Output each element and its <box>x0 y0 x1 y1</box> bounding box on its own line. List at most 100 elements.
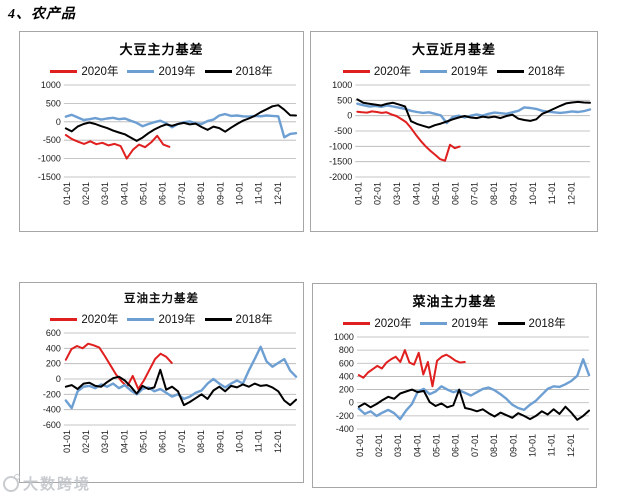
svg-text:600: 600 <box>339 358 354 368</box>
svg-text:1000: 1000 <box>41 80 61 90</box>
chart-legend: 2020年 2019年 2018年 <box>311 63 597 79</box>
svg-text:05-01: 05-01 <box>139 430 149 453</box>
svg-text:07-01: 07-01 <box>177 430 187 453</box>
svg-text:03-01: 03-01 <box>393 434 403 457</box>
legend-label: 2020年 <box>373 66 411 78</box>
svg-text:01-01: 01-01 <box>62 430 72 453</box>
svg-text:-500: -500 <box>334 126 352 136</box>
svg-text:1000: 1000 <box>334 332 354 342</box>
svg-text:0: 0 <box>347 111 352 121</box>
svg-text:11-01: 11-01 <box>254 430 264 452</box>
svg-text:07-01: 07-01 <box>470 434 480 457</box>
svg-text:09-01: 09-01 <box>508 434 518 457</box>
svg-text:01-01: 01-01 <box>355 434 365 457</box>
legend-line-icon <box>127 317 155 321</box>
svg-text:-600: -600 <box>43 420 61 430</box>
svg-text:04-01: 04-01 <box>119 430 129 453</box>
legend-label: 2018年 <box>528 66 566 78</box>
svg-text:-500: -500 <box>43 135 61 145</box>
svg-text:12-01: 12-01 <box>566 434 576 457</box>
chart-panel-soyoil-main-basis: 豆油主力基差 2020年 2019年 2018年 600 400 200 0 -200 -… <box>19 282 304 483</box>
svg-text:05-01: 05-01 <box>139 182 149 205</box>
legend-line-icon <box>420 321 448 325</box>
svg-text:11-01: 11-01 <box>547 434 557 456</box>
svg-text:07-01: 07-01 <box>177 182 187 205</box>
svg-text:0: 0 <box>349 398 354 408</box>
svg-text:06-01: 06-01 <box>158 430 168 453</box>
legend-item-2020: 2020年 <box>50 311 118 327</box>
svg-text:-1500: -1500 <box>38 172 61 182</box>
svg-text:-400: -400 <box>336 424 354 434</box>
legend-label: 2018年 <box>528 318 566 330</box>
svg-text:02-01: 02-01 <box>81 430 91 453</box>
svg-text:04-01: 04-01 <box>412 434 422 457</box>
svg-text:01-01: 01-01 <box>353 182 363 205</box>
legend-label: 2019年 <box>158 314 196 326</box>
svg-text:05-01: 05-01 <box>432 434 442 457</box>
svg-text:-200: -200 <box>336 411 354 421</box>
svg-text:10-01: 10-01 <box>527 434 537 457</box>
svg-text:04-01: 04-01 <box>411 182 421 205</box>
legend-label: 2020年 <box>81 314 119 326</box>
legend-label: 2018年 <box>235 314 273 326</box>
svg-text:-200: -200 <box>43 389 61 399</box>
chart-title: 菜油主力基差 <box>412 294 497 309</box>
legend-item-2020: 2020年 <box>343 315 411 331</box>
chart-title: 大豆近月基差 <box>411 42 496 57</box>
svg-text:02-01: 02-01 <box>374 434 384 457</box>
svg-text:08-01: 08-01 <box>196 182 206 205</box>
legend-label: 2018年 <box>235 66 273 78</box>
chart-legend: 2020年 2019年 2018年 <box>313 315 596 331</box>
svg-text:02-01: 02-01 <box>373 182 383 205</box>
svg-text:400: 400 <box>339 371 354 381</box>
chart-panel-rapeoil-main-basis: 菜油主力基差 2020年 2019年 2018年 1000 800 600 400 20… <box>312 283 597 488</box>
svg-text:-1000: -1000 <box>329 141 352 151</box>
legend-item-2018: 2018年 <box>497 63 565 79</box>
svg-text:09-01: 09-01 <box>508 182 518 205</box>
svg-text:01-01: 01-01 <box>62 182 72 205</box>
svg-text:400: 400 <box>46 343 61 353</box>
svg-text:03-01: 03-01 <box>100 430 110 453</box>
legend-label: 2019年 <box>451 318 489 330</box>
legend-label: 2020年 <box>374 318 412 330</box>
svg-text:07-01: 07-01 <box>470 182 480 205</box>
legend-item-2020: 2020年 <box>50 63 118 79</box>
chart-panel-soybean-nearmonth-basis: 大豆近月基差 2020年 2019年 2018年 1000 500 0 -500 -10… <box>310 31 598 232</box>
chart-panel-soybean-main-basis: 大豆主力基差 2020年 2019年 2018年 1000 500 0 -500 -10… <box>19 31 304 232</box>
svg-text:11-01: 11-01 <box>547 182 557 204</box>
watermark-clock-logo-icon <box>3 473 20 492</box>
legend-line-icon <box>419 69 447 73</box>
watermark: 大数跨境 <box>3 473 91 494</box>
section-heading: 4、农产品 <box>8 7 76 22</box>
legend-label: 2020年 <box>81 66 119 78</box>
chart-legend: 2020年 2019年 2018年 <box>20 63 303 79</box>
legend-line-icon <box>497 69 525 73</box>
svg-text:1000: 1000 <box>332 80 352 90</box>
svg-text:-400: -400 <box>43 405 61 415</box>
legend-line-icon <box>342 69 370 73</box>
svg-text:500: 500 <box>337 95 352 105</box>
legend-line-icon <box>343 321 371 325</box>
svg-text:03-01: 03-01 <box>100 182 110 205</box>
svg-text:10-01: 10-01 <box>234 430 244 453</box>
svg-text:06-01: 06-01 <box>450 182 460 205</box>
svg-text:06-01: 06-01 <box>451 434 461 457</box>
svg-text:08-01: 08-01 <box>489 434 499 457</box>
svg-text:04-01: 04-01 <box>119 182 129 205</box>
svg-text:05-01: 05-01 <box>431 182 441 205</box>
chart-legend: 2020年 2019年 2018年 <box>20 311 303 327</box>
legend-item-2019: 2019年 <box>127 63 196 79</box>
legend-item-2018: 2018年 <box>204 63 273 79</box>
svg-text:800: 800 <box>339 345 354 355</box>
svg-text:08-01: 08-01 <box>196 430 206 453</box>
svg-text:-2000: -2000 <box>329 172 352 182</box>
svg-text:-1500: -1500 <box>329 157 352 167</box>
svg-text:11-01: 11-01 <box>254 182 264 204</box>
svg-text:200: 200 <box>339 385 354 395</box>
legend-item-2019: 2019年 <box>127 311 196 327</box>
chart-title: 豆油主力基差 <box>124 293 199 305</box>
chart-title: 大豆主力基差 <box>119 42 204 57</box>
